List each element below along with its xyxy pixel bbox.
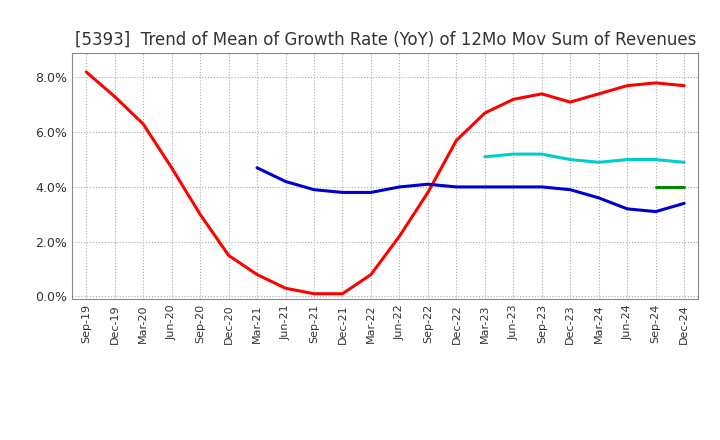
5 Years xyxy=(282,179,290,184)
3 Years xyxy=(82,70,91,75)
Line: 7 Years: 7 Years xyxy=(485,154,684,162)
7 Years xyxy=(680,160,688,165)
5 Years xyxy=(452,184,461,190)
5 Years xyxy=(652,209,660,214)
5 Years xyxy=(366,190,375,195)
5 Years xyxy=(566,187,575,192)
3 Years xyxy=(566,99,575,105)
5 Years xyxy=(537,184,546,190)
5 Years xyxy=(338,190,347,195)
5 Years xyxy=(253,165,261,170)
5 Years xyxy=(395,184,404,190)
7 Years xyxy=(480,154,489,159)
3 Years xyxy=(480,110,489,116)
Line: 3 Years: 3 Years xyxy=(86,72,684,294)
3 Years xyxy=(680,83,688,88)
3 Years xyxy=(452,138,461,143)
5 Years xyxy=(623,206,631,212)
7 Years xyxy=(623,157,631,162)
3 Years xyxy=(167,165,176,170)
7 Years xyxy=(652,157,660,162)
5 Years xyxy=(680,201,688,206)
Line: 5 Years: 5 Years xyxy=(257,168,684,212)
5 Years xyxy=(509,184,518,190)
3 Years xyxy=(537,91,546,96)
3 Years xyxy=(338,291,347,297)
7 Years xyxy=(595,160,603,165)
3 Years xyxy=(652,80,660,85)
7 Years xyxy=(509,151,518,157)
3 Years xyxy=(509,97,518,102)
5 Years xyxy=(310,187,318,192)
3 Years xyxy=(310,291,318,297)
5 Years xyxy=(423,182,432,187)
Title: [5393]  Trend of Mean of Growth Rate (YoY) of 12Mo Mov Sum of Revenues: [5393] Trend of Mean of Growth Rate (YoY… xyxy=(74,30,696,48)
3 Years xyxy=(423,190,432,195)
3 Years xyxy=(366,272,375,277)
7 Years xyxy=(566,157,575,162)
7 Years xyxy=(537,151,546,157)
5 Years xyxy=(480,184,489,190)
3 Years xyxy=(110,94,119,99)
10 Years xyxy=(680,184,688,190)
10 Years xyxy=(652,184,660,190)
3 Years xyxy=(196,212,204,217)
3 Years xyxy=(395,234,404,239)
5 Years xyxy=(595,195,603,201)
3 Years xyxy=(595,91,603,96)
3 Years xyxy=(225,253,233,258)
3 Years xyxy=(253,272,261,277)
3 Years xyxy=(623,83,631,88)
3 Years xyxy=(139,121,148,127)
3 Years xyxy=(282,286,290,291)
